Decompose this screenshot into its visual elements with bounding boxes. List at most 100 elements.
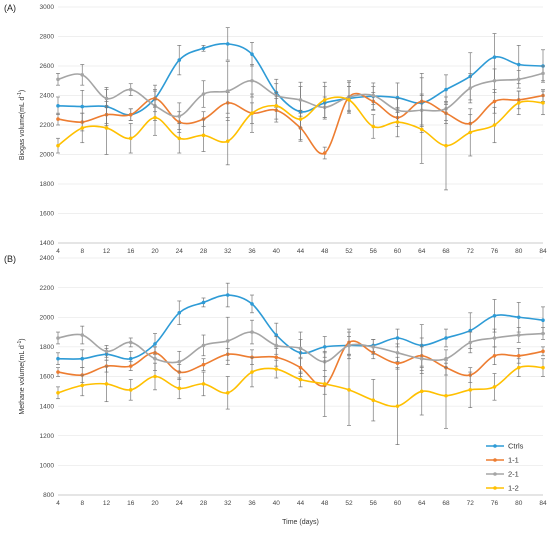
data-point-2-1 [298,98,303,102]
data-point-Ctrls [444,87,448,92]
legend-label-1-2: 1-2 [508,484,519,493]
data-point-2-1 [444,356,448,361]
data-point-1-2 [395,404,400,408]
panel-label: (A) [4,3,16,13]
panel-label: (B) [4,254,16,264]
data-point-1-2 [541,101,545,105]
data-point-1-2 [419,389,424,394]
data-point-1-1 [298,365,303,370]
y-tick-label: 2400 [40,93,55,100]
data-point-1-2 [347,98,351,102]
data-point-1-2 [371,398,376,403]
data-point-2-1 [298,346,303,351]
y-tick-label: 1200 [40,433,55,440]
data-point-1-2 [128,136,133,141]
data-point-1-1 [56,370,60,374]
data-point-Ctrls [177,58,182,62]
x-tick-label: 40 [273,248,281,255]
data-point-2-1 [371,93,376,98]
x-tick-label: 16 [127,248,135,255]
data-point-Ctrls [128,356,133,361]
data-point-2-1 [274,343,279,348]
x-tick-label: 64 [418,248,426,255]
data-point-1-1 [274,355,279,360]
y-tick-label: 3000 [40,4,55,11]
x-tick-label: 24 [176,248,184,255]
y-tick-label: 1600 [40,211,55,218]
data-point-Ctrls [201,46,206,51]
data-point-2-1 [201,343,206,348]
data-point-1-2 [516,101,521,105]
data-point-2-1 [492,78,497,83]
legend-marker-1-1 [493,458,497,462]
data-point-1-1 [128,112,133,117]
x-tick-label: 28 [200,500,208,507]
legend-marker-2-1 [493,472,497,476]
data-point-1-2 [153,115,157,120]
y-tick-label: 800 [43,492,54,499]
data-point-1-1 [201,362,206,367]
x-tick-label: 68 [442,500,450,507]
x-tick-label: 4 [56,500,60,507]
data-point-2-1 [468,86,473,90]
x-tick-label: 60 [394,248,402,255]
data-point-2-1 [80,333,85,337]
data-point-1-1 [128,364,133,368]
data-point-1-1 [395,361,400,365]
data-point-Ctrls [250,52,254,56]
data-point-1-2 [225,390,230,395]
data-point-2-1 [250,330,254,334]
data-point-2-1 [541,331,545,336]
data-point-2-1 [128,87,133,92]
x-tick-label: 72 [467,500,475,507]
data-point-1-2 [371,124,376,129]
data-point-Ctrls [274,333,279,337]
data-point-2-1 [56,77,60,82]
legend-marker-1-2 [493,486,497,490]
data-point-1-2 [128,388,133,392]
y-axis-title: Methane volume(mL d-1) [17,338,26,414]
data-point-1-2 [250,370,254,374]
data-point-1-2 [298,377,303,382]
x-tick-label: 20 [151,248,159,255]
x-tick-label: 84 [539,500,547,507]
data-point-1-2 [104,382,109,386]
data-point-1-2 [56,390,60,395]
x-axis-title: Time (days) [282,519,319,526]
data-point-1-2 [201,382,206,386]
data-point-1-2 [541,365,545,370]
data-point-2-1 [492,336,497,340]
data-point-Ctrls [468,328,473,333]
x-tick-label: 52 [345,248,353,255]
x-tick-label: 20 [151,500,159,507]
x-tick-label: 64 [418,500,426,507]
data-point-2-1 [225,339,230,343]
data-point-2-1 [177,359,182,364]
data-point-1-2 [395,120,400,124]
x-tick-label: 8 [80,248,84,255]
data-point-1-2 [80,383,85,388]
x-tick-label: 12 [103,248,111,255]
data-point-2-1 [516,333,521,337]
x-tick-label: 60 [394,500,402,507]
y-tick-label: 1000 [40,463,55,470]
data-point-1-2 [347,388,351,392]
x-tick-label: 76 [491,248,499,255]
data-point-1-2 [444,143,448,148]
x-tick-label: 16 [127,500,135,507]
data-point-2-1 [104,96,109,101]
data-point-1-2 [201,133,206,138]
data-point-Ctrls [250,302,254,306]
data-point-Ctrls [80,104,85,109]
data-point-Ctrls [322,345,327,349]
data-point-2-1 [395,351,400,355]
data-point-1-2 [177,136,182,141]
data-point-Ctrls [492,55,497,59]
x-tick-label: 52 [345,500,353,507]
legend-label-Ctrls: Ctrls [508,442,524,451]
data-point-1-2 [492,385,497,389]
data-point-Ctrls [395,336,400,340]
data-point-2-1 [128,340,133,345]
